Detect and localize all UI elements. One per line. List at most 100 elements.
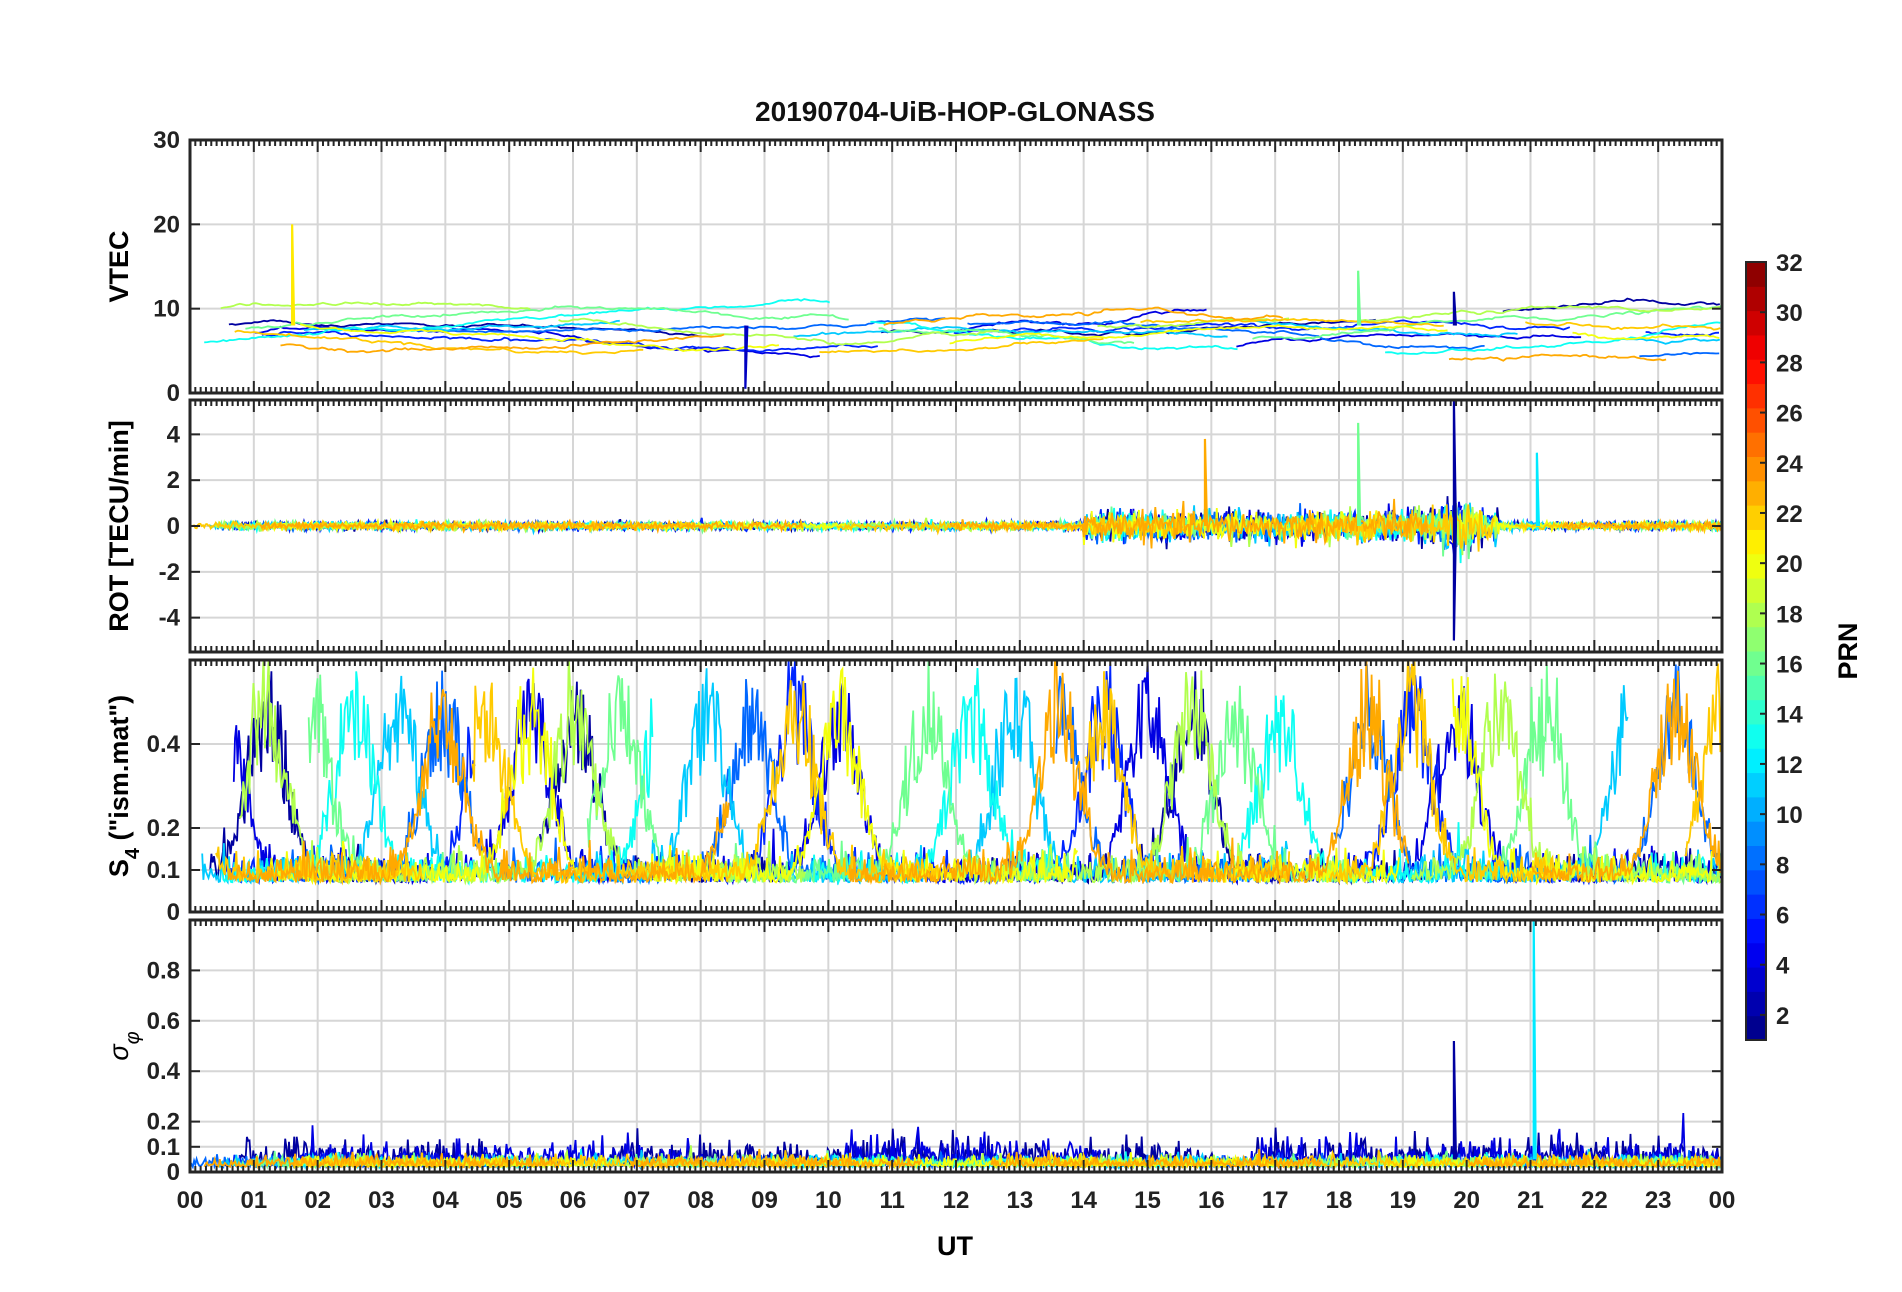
- y-tick-label: 0: [167, 513, 180, 540]
- series-prn-13: [1385, 321, 1721, 355]
- x-tick-label: 17: [1262, 1187, 1289, 1214]
- colorbar-tick-label: 28: [1776, 350, 1803, 377]
- panel-s4: 0 0.1 0.2 0.4S4 ("ism.mat"): [104, 658, 1724, 926]
- colorbar-label: PRN: [1833, 622, 1863, 679]
- series-prn-23: [203, 1151, 562, 1170]
- y-tick-label: 0: [167, 1159, 180, 1186]
- colorbar-swatch: [1746, 456, 1766, 482]
- chart-title: 20190704-UiB-HOP-GLONASS: [755, 96, 1155, 127]
- feature-spike: [744, 325, 749, 389]
- colorbar-swatch: [1746, 651, 1766, 676]
- x-tick-label: 02: [304, 1187, 331, 1214]
- colorbar-tick-label: 8: [1776, 852, 1789, 879]
- x-tick-label: 21: [1517, 1187, 1544, 1214]
- colorbar-tick-label: 20: [1776, 551, 1803, 578]
- series-prn-20: [1572, 331, 1720, 341]
- colorbar-swatch: [1746, 967, 1766, 992]
- colorbar-swatch: [1746, 991, 1766, 1017]
- series-prn-22: [1525, 321, 1721, 331]
- colorbar-swatch: [1746, 845, 1766, 871]
- y-tick-label: 2: [167, 467, 180, 494]
- colorbar-tick-label: 24: [1776, 451, 1803, 478]
- series-prn-8: [967, 320, 1485, 350]
- y-tick-label: 0.2: [147, 1109, 180, 1136]
- y-tick-label: -2: [159, 559, 180, 586]
- colorbar-tick-label: 16: [1776, 652, 1803, 679]
- series-prn-16: [245, 305, 849, 330]
- series-prn-18: [1411, 673, 1722, 885]
- series-prn-23: [259, 518, 804, 535]
- x-tick-label: 03: [368, 1187, 395, 1214]
- colorbar-tick-label: 10: [1776, 802, 1803, 829]
- feature-spike: [1203, 438, 1209, 527]
- colorbar-tick-label: 4: [1776, 953, 1790, 980]
- colorbar-swatch: [1746, 553, 1766, 579]
- colorbar-swatch: [1746, 626, 1766, 652]
- series-prn-20: [955, 508, 1379, 549]
- feature-spike: [1357, 270, 1362, 326]
- y-tick-label: 0: [167, 380, 180, 407]
- feature-spike: [1452, 1040, 1457, 1160]
- series-prn-16: [1252, 304, 1722, 340]
- colorbar-swatch: [1746, 723, 1766, 749]
- colorbar-swatch: [1746, 407, 1766, 433]
- x-axis-label: UT: [937, 1231, 973, 1261]
- colorbar-swatch: [1746, 286, 1766, 312]
- colorbar-swatch: [1746, 578, 1766, 603]
- series-prn-6: [261, 330, 878, 353]
- feature-spike: [1357, 422, 1362, 527]
- x-tick-label: 12: [943, 1187, 970, 1214]
- colorbar-swatch: [1746, 748, 1766, 774]
- series-prn-22: [1328, 660, 1555, 886]
- colorbar-swatch: [1746, 894, 1766, 919]
- y-tick-label: 0.2: [147, 815, 180, 842]
- series-prn-22: [1140, 318, 1444, 327]
- colorbar-swatch: [1746, 432, 1766, 457]
- series-prn-8: [1639, 351, 1720, 358]
- x-tick-label: 07: [623, 1187, 650, 1214]
- series-prn-23: [848, 660, 1410, 886]
- series-prn-23: [280, 333, 725, 354]
- y-tick-label: 20: [153, 211, 180, 238]
- feature-spike: [1452, 400, 1457, 527]
- y-tick-label: 0.4: [147, 1058, 181, 1085]
- feature-spike: [1452, 291, 1457, 326]
- x-tick-label: 08: [687, 1187, 714, 1214]
- colorbar-tick-label: 26: [1776, 401, 1803, 428]
- series-prn-23: [990, 1148, 1322, 1171]
- series-prn-16: [878, 327, 1135, 345]
- colorbar-tick-label: 6: [1776, 903, 1789, 930]
- colorbar-swatch: [1746, 334, 1766, 360]
- colorbar-swatch: [1746, 942, 1766, 968]
- x-tick-label: 00: [1709, 1187, 1736, 1214]
- series-prn-13: [870, 320, 1238, 351]
- y-tick-label: 0: [167, 899, 180, 926]
- colorbar-swatch: [1746, 918, 1766, 944]
- colorbar-tick-label: 22: [1776, 501, 1803, 528]
- colorbar-swatch: [1746, 505, 1766, 530]
- colorbar-swatch: [1746, 262, 1766, 287]
- series-prn-2: [1502, 297, 1720, 313]
- feature-spike: [1452, 525, 1457, 641]
- y-axis-label: ROT [TECU/min]: [104, 420, 134, 631]
- x-tick-label: 14: [1070, 1187, 1097, 1214]
- panel-sigma: 00.10.2 0.4 0.6 0.8 σφ: [104, 918, 1724, 1186]
- series-group: [204, 224, 1722, 389]
- colorbar-swatch: [1746, 602, 1766, 628]
- x-tick-label: 04: [432, 1187, 459, 1214]
- series-prn-23: [630, 1148, 923, 1171]
- y-tick-label: 30: [153, 127, 180, 154]
- series-prn-18: [558, 317, 1000, 346]
- series-prn-20: [300, 323, 780, 353]
- colorbar-swatch: [1746, 869, 1766, 895]
- feature-spike: [291, 224, 296, 326]
- series-prn-8: [313, 317, 946, 334]
- series-prn-18: [220, 301, 531, 310]
- y-axis-label: σφ: [104, 1031, 144, 1060]
- series-prn-23: [949, 498, 1430, 549]
- y-tick-label: -4: [159, 605, 181, 632]
- colorbar-swatch: [1746, 699, 1766, 725]
- y-axis-label: S4 ("ism.mat"): [104, 695, 144, 877]
- series-prn-22: [1684, 663, 1722, 857]
